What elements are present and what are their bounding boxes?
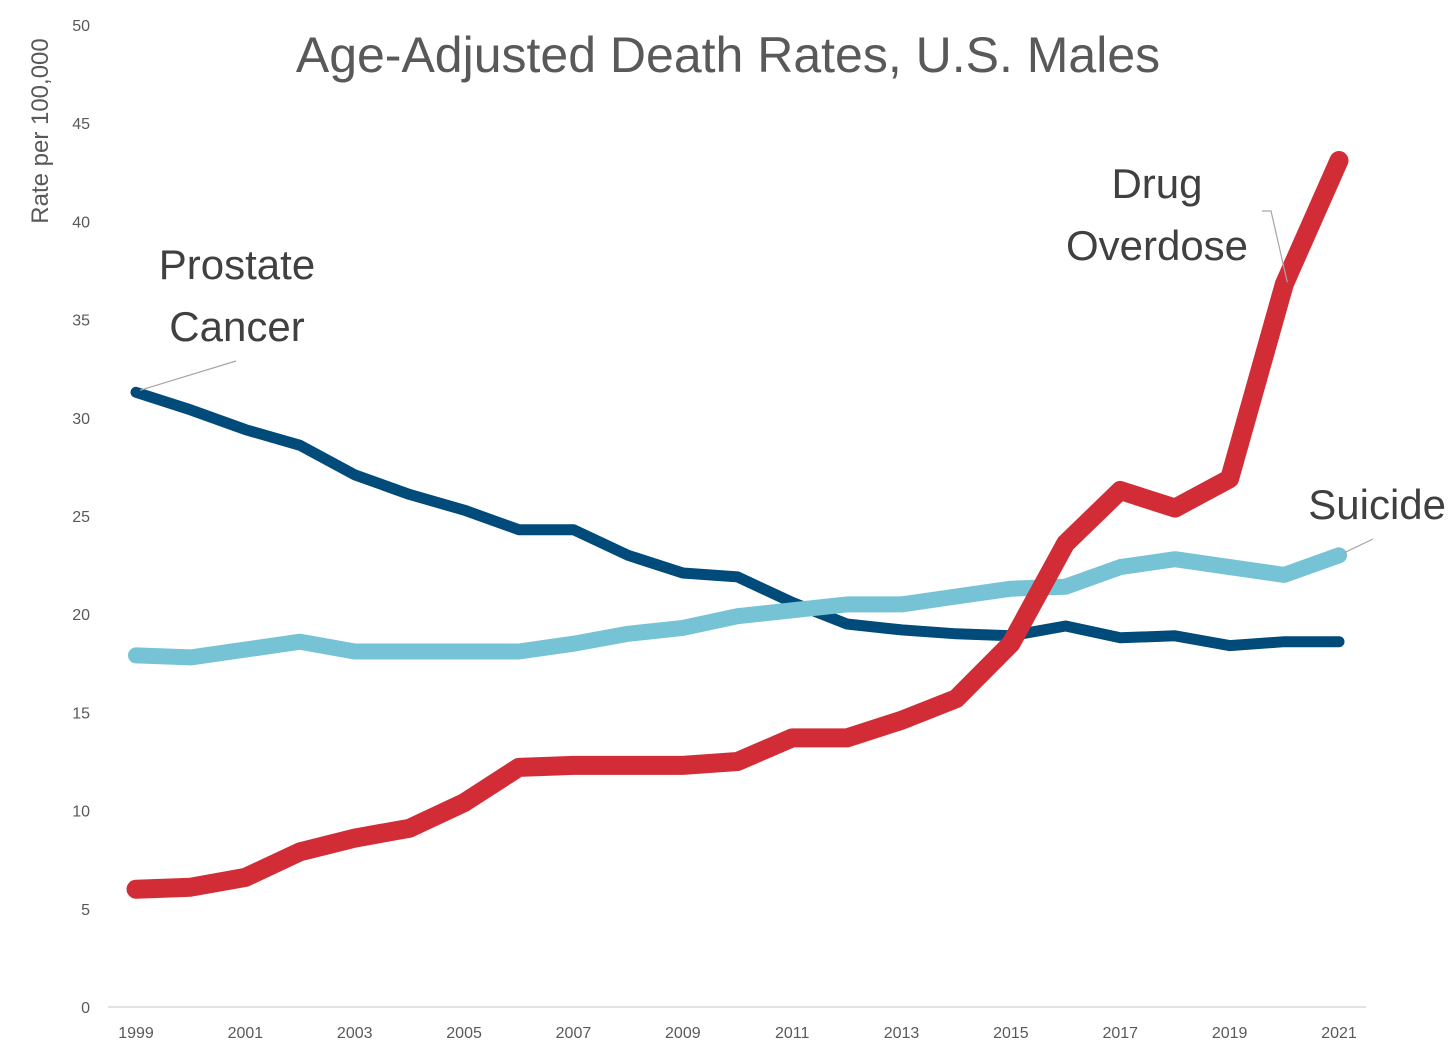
- x-tick-label: 2011: [775, 1025, 810, 1042]
- x-tick-label: 2019: [1212, 1025, 1248, 1042]
- x-tick-label: 2017: [1102, 1025, 1138, 1042]
- y-tick-label: 10: [72, 804, 90, 821]
- y-tick-label: 30: [72, 411, 90, 428]
- leader-line-suicide: [1342, 538, 1374, 554]
- y-tick-label: 50: [72, 18, 90, 35]
- y-tick-label: 25: [72, 509, 90, 526]
- y-axis-ticks: 0 5 10 15 20 25 30 35 40 45 50: [72, 18, 90, 1017]
- y-axis-label: Rate per 100,000: [27, 38, 54, 223]
- y-tick-label: 40: [72, 214, 90, 231]
- series-annotations: Prostate Cancer Drug Overdose Suicide: [139, 160, 1446, 554]
- x-tick-label: 2003: [337, 1025, 373, 1042]
- y-tick-label: 0: [81, 1000, 90, 1017]
- y-tick-label: 45: [72, 116, 90, 133]
- x-tick-label: 2013: [884, 1025, 920, 1042]
- series-line-drug-overdose: [126, 151, 1349, 899]
- x-tick-label: 2015: [993, 1025, 1029, 1042]
- leader-line-prostate-cancer: [139, 360, 237, 391]
- annotation-line: Prostate: [159, 241, 315, 288]
- chart-title: Age-Adjusted Death Rates, U.S. Males: [296, 27, 1160, 83]
- y-tick-label: 5: [81, 902, 90, 919]
- x-tick-label: 2001: [228, 1025, 264, 1042]
- series-line-suicide: [128, 547, 1347, 666]
- x-tick-label: 2007: [556, 1025, 592, 1042]
- y-tick-label: 20: [72, 607, 90, 624]
- y-tick-label: 15: [72, 705, 90, 722]
- x-tick-label: 1999: [118, 1025, 154, 1042]
- annotation-line: Cancer: [169, 303, 304, 350]
- x-axis-ticks: 1999 2001 2003 2005 2007 2009 2011 2013 2015 2017…: [118, 1025, 1357, 1042]
- annotation-suicide: Suicide: [1308, 481, 1446, 528]
- annotation-line: Drug: [1111, 160, 1202, 207]
- annotation-drug-overdose: Drug Overdose: [1066, 160, 1248, 269]
- series-layer: [126, 151, 1349, 899]
- series-line-prostate-cancer: [130, 386, 1345, 652]
- x-tick-label: 2009: [665, 1025, 701, 1042]
- leader-line-drug-overdose: [1262, 210, 1288, 283]
- y-tick-label: 35: [72, 313, 90, 330]
- annotation-prostate-cancer: Prostate Cancer: [159, 241, 315, 350]
- x-tick-label: 2005: [446, 1025, 482, 1042]
- annotation-line: Overdose: [1066, 222, 1248, 269]
- x-tick-label: 2021: [1321, 1025, 1357, 1042]
